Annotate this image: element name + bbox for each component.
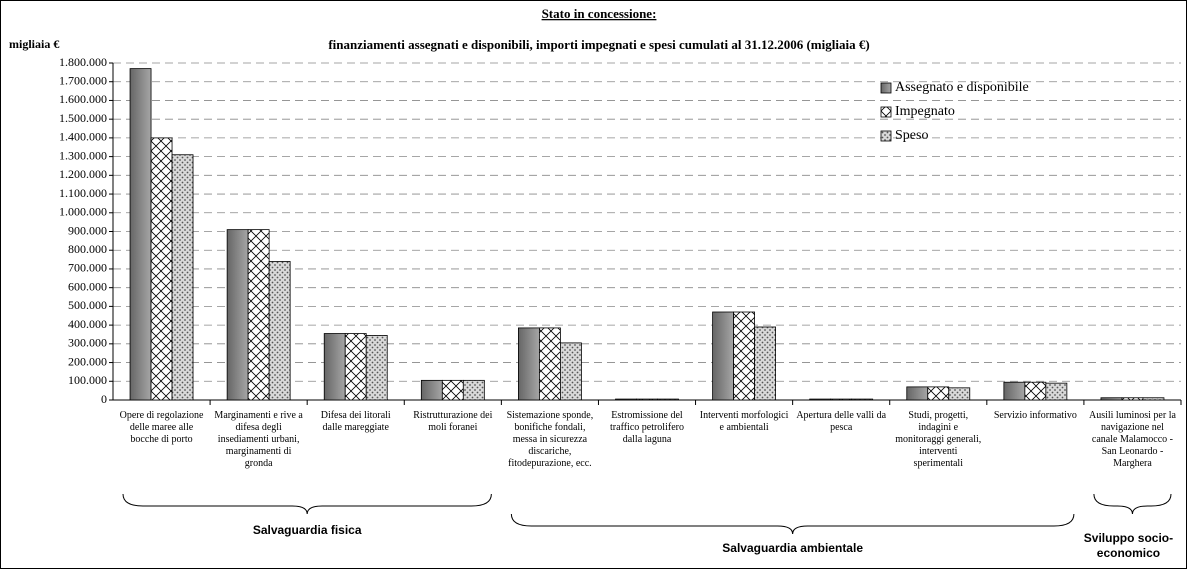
bar bbox=[247, 229, 270, 401]
group-label: Sviluppo socio-economico bbox=[1084, 531, 1173, 560]
x-tick-label: Servizio informativo bbox=[993, 410, 1077, 421]
y-tick-label: 1.700.000 bbox=[59, 73, 107, 87]
bar bbox=[927, 386, 950, 401]
bar bbox=[226, 229, 249, 401]
bar bbox=[150, 137, 173, 401]
y-tick-label: 700.000 bbox=[68, 261, 107, 275]
y-tick-label: 1.400.000 bbox=[59, 130, 107, 144]
x-tick-label: Opere di regolazione delle maree alle bo… bbox=[119, 410, 204, 445]
bar bbox=[1100, 397, 1123, 401]
group-brace bbox=[122, 493, 492, 515]
legend-swatch bbox=[880, 106, 892, 118]
bar bbox=[830, 398, 853, 401]
x-tick-label: Estromissione del traffico petrolifero d… bbox=[610, 410, 684, 445]
y-tick-label: 1.600.000 bbox=[59, 92, 107, 106]
bar bbox=[344, 333, 367, 401]
y-tick-label: 500.000 bbox=[68, 298, 107, 312]
bar bbox=[268, 261, 291, 401]
bar bbox=[171, 154, 194, 401]
y-tick-label: 800.000 bbox=[68, 242, 107, 256]
bar bbox=[948, 387, 971, 401]
y-tick-label: 900.000 bbox=[68, 223, 107, 237]
bar bbox=[323, 333, 346, 401]
y-tick-label: 1.100.000 bbox=[59, 186, 107, 200]
x-tick-label: Studi, progetti, indagini e monitoraggi … bbox=[895, 410, 982, 469]
bar bbox=[462, 379, 485, 401]
legend-label: Speso bbox=[895, 128, 928, 143]
y-tick-label: 0 bbox=[101, 392, 107, 406]
bar bbox=[733, 311, 755, 401]
y-tick-label: 100.000 bbox=[68, 373, 107, 387]
bar bbox=[1003, 381, 1026, 401]
y-tick-label: 600.000 bbox=[68, 279, 107, 293]
bar bbox=[712, 311, 734, 401]
y-tick-label: 1.200.000 bbox=[59, 167, 107, 181]
group-label: Salvaguardia fisica bbox=[253, 523, 362, 537]
y-tick-label: 200.000 bbox=[68, 354, 107, 368]
legend-swatch bbox=[880, 130, 892, 142]
bar bbox=[518, 327, 540, 401]
bar bbox=[906, 386, 929, 401]
bar bbox=[420, 379, 443, 401]
x-tick-label: Interventi morfologici e ambientali bbox=[699, 410, 789, 433]
bar bbox=[129, 68, 152, 401]
bar bbox=[754, 326, 776, 401]
bar bbox=[560, 342, 582, 401]
bar bbox=[636, 398, 658, 401]
legend-label: Impegnato bbox=[895, 104, 955, 119]
y-tick-label: 300.000 bbox=[68, 336, 107, 350]
legend-label: Assegnato e disponibile bbox=[895, 80, 1029, 95]
bar bbox=[657, 398, 679, 401]
x-tick-label: Sistemazione sponde, bonifiche fondali, … bbox=[506, 410, 594, 469]
bar bbox=[1121, 397, 1144, 401]
legend-swatch bbox=[880, 82, 892, 94]
bar bbox=[851, 398, 874, 401]
x-tick-label: Ristrutturazione dei moli foranei bbox=[413, 410, 493, 433]
chart-subtitle: finanziamenti assegnati e disponibili, i… bbox=[328, 37, 869, 52]
y-tick-label: 1.300.000 bbox=[59, 148, 107, 162]
group-brace bbox=[1093, 493, 1172, 515]
bar bbox=[365, 335, 388, 401]
y-tick-label: 1.800.000 bbox=[59, 55, 107, 69]
chart-title: Stato in concessione: bbox=[542, 6, 657, 21]
bar bbox=[539, 327, 561, 401]
bar bbox=[1142, 397, 1165, 401]
x-tick-label: Ausili luminosi per la navigazione nel c… bbox=[1088, 410, 1176, 469]
x-tick-label: Difesa dei litorali dalle mareggiate bbox=[320, 410, 391, 433]
x-tick-label: Marginamenti e rive a difesa degli insed… bbox=[214, 410, 303, 469]
y-tick-label: 400.000 bbox=[68, 317, 107, 331]
y-tick-label: 1.000.000 bbox=[59, 205, 107, 219]
y-axis-label: migliaia € bbox=[9, 37, 59, 51]
y-tick-label: 1.500.000 bbox=[59, 111, 107, 125]
x-tick-label: Apertura delle valli da pesca bbox=[796, 410, 887, 433]
bar bbox=[1045, 382, 1068, 401]
group-label: Salvaguardia ambientale bbox=[722, 541, 863, 555]
group-brace bbox=[510, 513, 1075, 535]
bar bbox=[615, 398, 637, 401]
bar bbox=[809, 398, 832, 401]
bar bbox=[441, 379, 464, 401]
bar bbox=[1024, 381, 1047, 401]
